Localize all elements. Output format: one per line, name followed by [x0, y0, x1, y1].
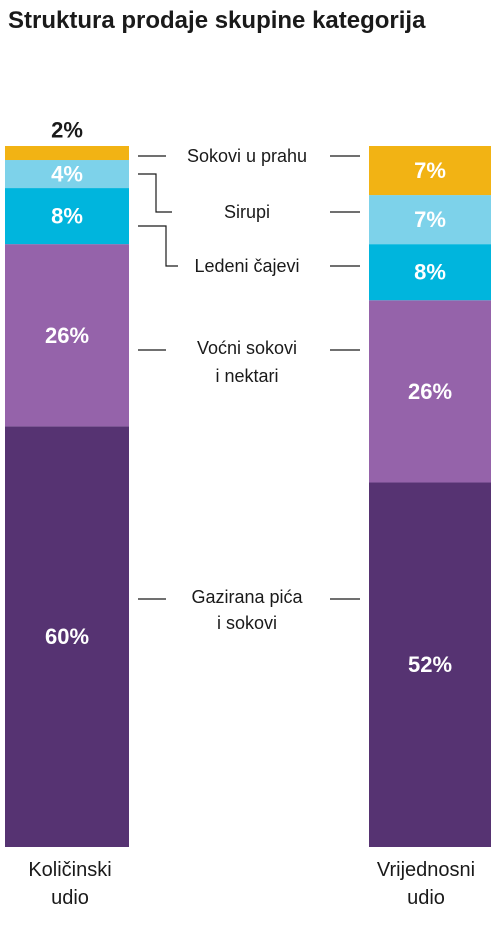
connector-left-3: [138, 173, 172, 213]
category-label-line2: udio: [407, 887, 445, 909]
bar-segment-1-1: [369, 300, 491, 483]
category-label-vrijednosni: Vrijednosni udio: [356, 856, 495, 912]
bar-segment-4-0: [5, 146, 129, 161]
connector-left-2: [138, 225, 178, 267]
category-label-line2: udio: [51, 887, 89, 909]
series-label-1-line1: i nektari: [215, 366, 278, 386]
value-label-2-1: 8%: [414, 260, 446, 285]
value-label-4-1: 7%: [414, 158, 446, 183]
value-label-0-1: 52%: [408, 652, 452, 677]
series-label-4-line0: Sokovi u prahu: [187, 146, 307, 166]
value-label-3-0: 4%: [51, 162, 83, 187]
value-label-1-1: 26%: [408, 379, 452, 404]
series-label-1-line0: Voćni sokovi: [197, 338, 297, 358]
bar-segment-4-1: [369, 146, 491, 196]
category-label-line1: Vrijednosni: [376, 859, 476, 881]
bar-segment-3-1: [369, 195, 491, 245]
value-label-0-0: 60%: [45, 624, 89, 649]
bar-segment-0-0: [5, 426, 129, 847]
series-label-0-line0: Gazirana pića: [191, 587, 303, 607]
bar-segment-3-0: [5, 160, 129, 189]
series-label-0-line1: i sokovi: [217, 613, 277, 633]
bar-segment-2-1: [369, 244, 491, 301]
bar-segment-1-0: [5, 244, 129, 427]
value-label-2-0: 8%: [51, 204, 83, 229]
value-label-1-0: 26%: [45, 323, 89, 348]
chart-title: Struktura prodaje skupine kategorija: [8, 7, 426, 34]
series-label-2-line0: Ledeni čajevi: [194, 256, 299, 276]
category-label-line1: Količinski: [28, 859, 112, 881]
bar-segment-2-0: [5, 188, 129, 245]
value-label-3-1: 7%: [414, 207, 446, 232]
series-label-3-line0: Sirupi: [224, 202, 270, 222]
category-label-kolicinski: Količinski udio: [0, 856, 140, 912]
bar-segment-0-1: [369, 482, 491, 847]
value-label-4-0: 2%: [51, 118, 83, 143]
